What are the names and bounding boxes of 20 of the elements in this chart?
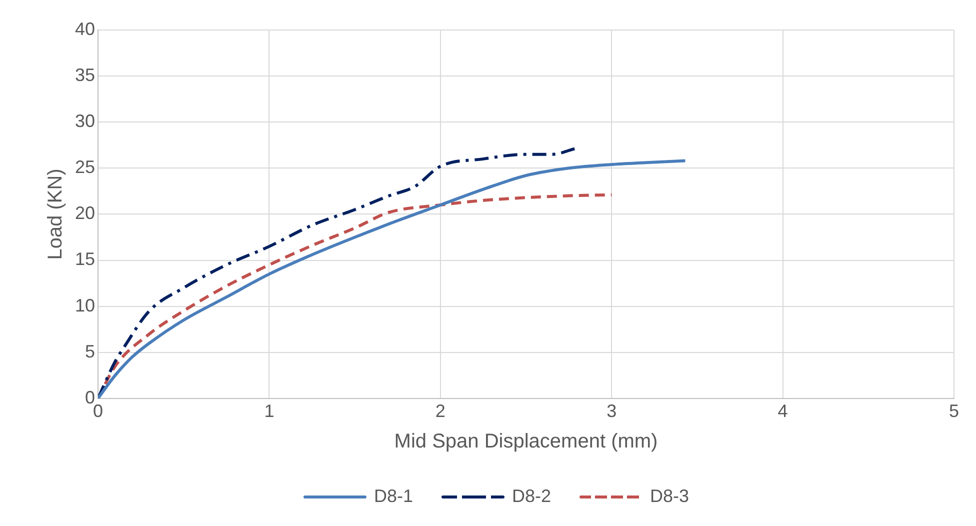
legend-label: D8-2 [512, 486, 552, 506]
y-tick-label: 10 [74, 295, 96, 316]
x-tick-label: 3 [606, 401, 617, 422]
y-tick-label: 35 [74, 65, 96, 86]
y-tick-label: 5 [85, 341, 96, 362]
y-tick-label: 20 [74, 203, 96, 224]
y-tick-label: 15 [74, 249, 96, 270]
x-tick-label: 2 [435, 401, 446, 422]
y-tick-label: 30 [74, 111, 96, 132]
x-tick-label: 1 [264, 401, 274, 422]
x-axis-title: Mid Span Displacement (mm) [394, 430, 658, 453]
line-series [98, 159, 687, 398]
legend-label: D8-3 [650, 486, 690, 506]
y-tick-label: 40 [74, 18, 96, 39]
y-axis-title: Load (KN) [44, 168, 67, 260]
x-tick-label: 5 [948, 401, 960, 422]
legend-label: D8-1 [374, 486, 413, 506]
y-tick-label: 25 [74, 157, 96, 178]
x-tick-label: 4 [778, 401, 788, 422]
y-tick-label: 0 [85, 387, 96, 408]
